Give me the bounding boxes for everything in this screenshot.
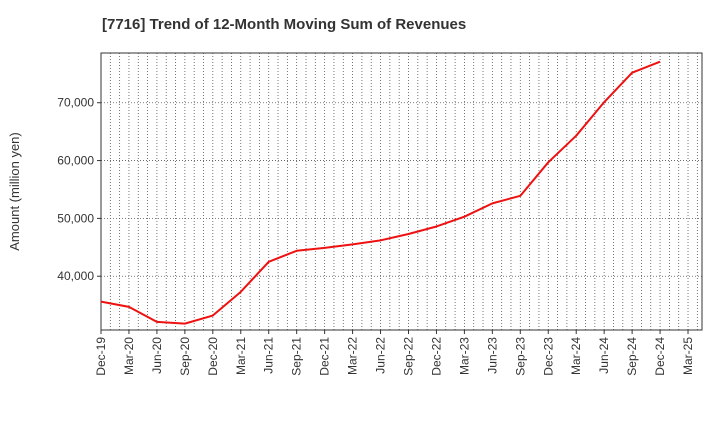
x-tick-label: Dec-22 bbox=[429, 337, 443, 376]
y-axis: 40,000 50,000 60,000 70,000 bbox=[57, 96, 101, 283]
x-tick-label: Sep-22 bbox=[401, 337, 415, 376]
y-axis-label: Amount (million yen) bbox=[7, 132, 22, 251]
x-tick-label: Sep-23 bbox=[513, 337, 527, 376]
y-tick-label: 70,000 bbox=[57, 96, 94, 110]
chart-title: [7716] Trend of 12-Month Moving Sum of R… bbox=[102, 16, 467, 33]
x-tick-label: Jun-20 bbox=[150, 337, 164, 374]
x-tick-label: Mar-24 bbox=[569, 337, 583, 375]
x-tick-label: Jun-24 bbox=[597, 337, 611, 374]
x-tick-label: Dec-20 bbox=[206, 337, 220, 376]
x-tick-label: Mar-22 bbox=[346, 337, 360, 375]
x-tick-label: Mar-23 bbox=[457, 337, 471, 375]
x-tick-label: Jun-23 bbox=[485, 337, 499, 374]
x-tick-label: Mar-25 bbox=[681, 337, 695, 375]
x-tick-label: Dec-23 bbox=[541, 337, 555, 376]
x-tick-label: Mar-21 bbox=[234, 337, 248, 375]
x-tick-label: Dec-21 bbox=[318, 337, 332, 376]
x-tick-label: Jun-22 bbox=[374, 337, 388, 374]
y-tick-label: 60,000 bbox=[57, 154, 94, 168]
x-tick-label: Jun-21 bbox=[262, 337, 276, 374]
x-axis: Dec-19 Mar-20 Jun-20 Sep-20 Dec-20 Mar-21 Jun-… bbox=[94, 330, 695, 376]
series-line bbox=[100, 60, 661, 325]
x-tick-label: Mar-20 bbox=[122, 337, 136, 375]
y-tick-label: 40,000 bbox=[57, 269, 94, 283]
x-tick-label: Dec-24 bbox=[653, 337, 667, 376]
x-tick-label: Sep-20 bbox=[178, 337, 192, 376]
x-tick-label: Sep-21 bbox=[290, 337, 304, 376]
x-tick-label: Sep-24 bbox=[625, 337, 639, 376]
y-tick-label: 50,000 bbox=[57, 211, 94, 225]
plot-area bbox=[100, 52, 703, 331]
grid-lines bbox=[101, 53, 702, 330]
x-tick-label: Dec-19 bbox=[94, 337, 108, 376]
